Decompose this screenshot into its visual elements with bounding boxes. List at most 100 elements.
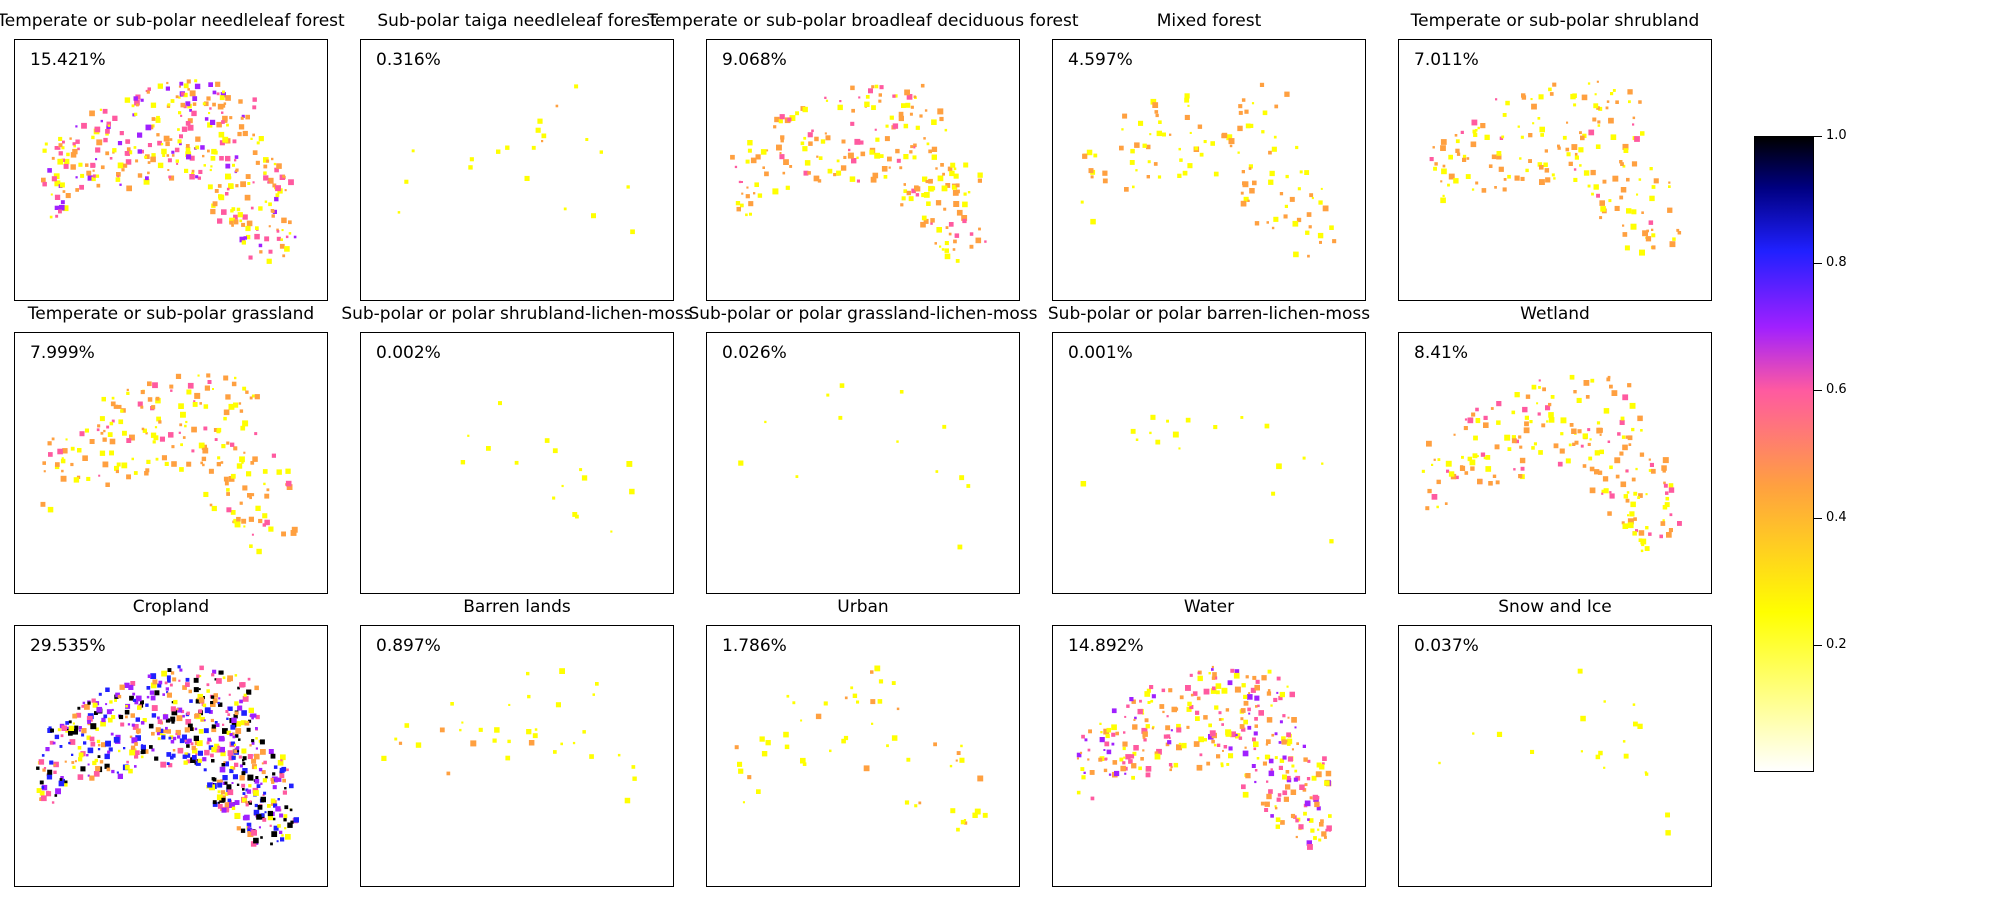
heatmap-cell [111,715,116,720]
heatmap-cell [1154,753,1161,760]
heatmap-cell [1316,806,1321,811]
heatmap-cell [1228,138,1235,145]
heatmap-cell [194,727,198,731]
heatmap-cell [1538,94,1544,100]
heatmap-cell [152,382,158,389]
heatmap-cell [1241,170,1245,174]
heatmap-cell [245,174,251,179]
heatmap-cell [271,209,275,213]
heatmap-cell [226,492,230,496]
heatmap-cell [200,145,205,150]
heatmap-cell [178,403,183,409]
heatmap-cell [283,818,287,822]
heatmap-cell [1571,428,1577,434]
heatmap-cell [1320,187,1323,190]
heatmap-cell [124,97,131,103]
heatmap-cell [233,518,238,524]
heatmap-cell [144,471,149,476]
heatmap-cell [253,809,260,816]
heatmap-cell [234,701,239,706]
heatmap-cell [1553,177,1556,180]
heatmap-cell [1284,91,1290,97]
heatmap-cell [1234,686,1241,693]
heatmap-cell [899,166,903,170]
heatmap-cell [1483,456,1486,460]
colorbar-tick [1814,263,1822,264]
heatmap-cell [1628,100,1631,104]
heatmap-cell [1632,703,1636,706]
heatmap-cell [192,748,198,754]
heatmap-cell [1537,117,1541,120]
heatmap-cell [100,165,105,170]
heatmap-cell [178,679,181,682]
heatmap-cell [1309,193,1314,198]
heatmap-cell [62,190,66,193]
heatmap-cell [1425,506,1430,511]
heatmap-cell [55,462,60,467]
heatmap-cell [126,760,129,764]
heatmap-cell [42,461,46,465]
heatmap-cell [1307,759,1311,763]
heatmap-cell [1273,216,1279,222]
heatmap-cell [214,438,218,441]
heatmap-cell [270,777,274,782]
heatmap-cell [235,721,242,727]
heatmap-cell [776,144,782,151]
heatmap-cell [49,760,54,765]
heatmap-cell [210,753,214,758]
heatmap-cell [1152,102,1159,108]
heatmap-cell [215,81,221,87]
heatmap-cell [155,397,161,404]
heatmap-cell [1169,768,1172,772]
heatmap-cell [78,757,83,762]
heatmap-cell [1595,754,1601,760]
heatmap-cell [802,106,808,113]
heatmap-cell [838,415,843,420]
heatmap-cell [214,743,220,749]
heatmap-cell [1319,240,1322,244]
heatmap-cell [1539,179,1545,185]
heatmap-cell [251,758,257,764]
heatmap-cell [1630,223,1637,230]
heatmap-cell [109,157,113,160]
heatmap-cell [1266,691,1272,696]
heatmap-cell [251,739,255,743]
heatmap-cell [148,723,154,729]
heatmap-cell [537,118,543,124]
heatmap-cell [1663,481,1666,485]
heatmap-cell [231,381,237,387]
heatmap-cell [734,165,738,169]
heatmap-cell [279,813,284,818]
heatmap-cell [270,798,276,804]
heatmap-cell [187,382,194,389]
heatmap-cell [217,103,224,110]
heatmap-cell [233,219,239,225]
heatmap-cell [234,749,238,754]
heatmap-cell [1114,770,1120,777]
heatmap-cell [186,711,190,716]
heatmap-cell [170,740,175,744]
heatmap-cell [887,156,892,162]
heatmap-cell [1434,162,1438,166]
heatmap-cell [1636,193,1639,196]
heatmap-cell [156,416,161,422]
heatmap-cell [1626,208,1632,214]
heatmap-cell [1472,129,1477,134]
heatmap-cell [1154,110,1159,114]
heatmap-cell [263,164,268,169]
heatmap-cell [1573,177,1578,182]
heatmap-cell [870,670,874,674]
heatmap-cell [1223,745,1228,749]
heatmap-cell [1150,699,1154,703]
heatmap-cell [1142,749,1145,752]
heatmap-cell [1662,469,1666,473]
heatmap-cell [172,736,177,741]
heatmap-cell [207,184,213,190]
heatmap-cell [1431,463,1434,466]
heatmap-cell [1221,132,1228,139]
heatmap-cell [177,735,181,739]
heatmap-cell [193,677,199,683]
heatmap-cell [915,193,920,197]
heatmap-cell [1606,377,1611,382]
heatmap-cell [1241,98,1246,102]
